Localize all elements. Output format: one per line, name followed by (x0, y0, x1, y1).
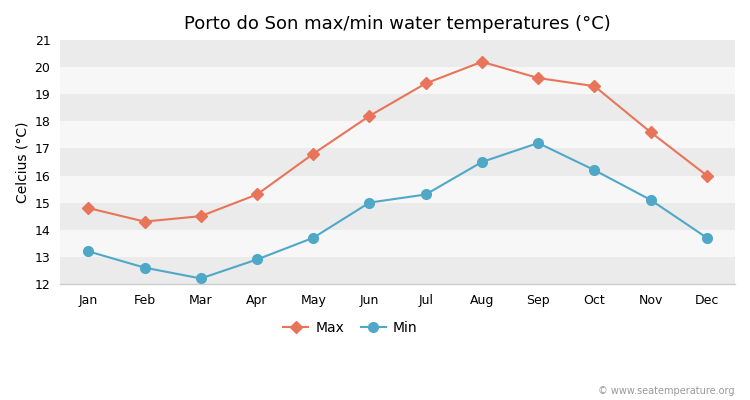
Max (84, 206, 93, 210)
Min (703, 236, 712, 240)
Bar (60, 176, 735, 203)
Title: Porto do Son max/min water temperatures (°C): Porto do Son max/min water temperatures … (184, 15, 611, 33)
Max (196, 214, 206, 218)
Bar (60, 94, 735, 121)
Min (196, 276, 206, 281)
Min (365, 200, 374, 205)
Bar (60, 203, 735, 230)
Y-axis label: Celcius (°C): Celcius (°C) (15, 121, 29, 203)
Min (309, 236, 318, 240)
Min (478, 160, 487, 164)
Line: Min: Min (83, 138, 712, 283)
Bar (60, 230, 735, 257)
Max (309, 152, 318, 156)
Min (590, 168, 599, 172)
Min (646, 198, 656, 202)
Text: © www.seatemperature.org: © www.seatemperature.org (598, 386, 735, 396)
Max (478, 59, 487, 64)
Min (422, 192, 430, 197)
Max (534, 76, 543, 80)
Max (422, 81, 430, 86)
Bar (60, 148, 735, 176)
Max (646, 130, 656, 134)
Bar (60, 40, 735, 67)
Max (253, 192, 262, 197)
Min (84, 249, 93, 254)
Min (140, 265, 149, 270)
Max (365, 114, 374, 118)
Line: Max: Max (84, 58, 711, 226)
Bar (60, 257, 735, 284)
Max (590, 84, 599, 88)
Bar (60, 67, 735, 94)
Min (534, 141, 543, 146)
Max (140, 219, 149, 224)
Bar (60, 121, 735, 148)
Legend: Max, Min: Max, Min (278, 315, 423, 340)
Max (703, 173, 712, 178)
Min (253, 257, 262, 262)
